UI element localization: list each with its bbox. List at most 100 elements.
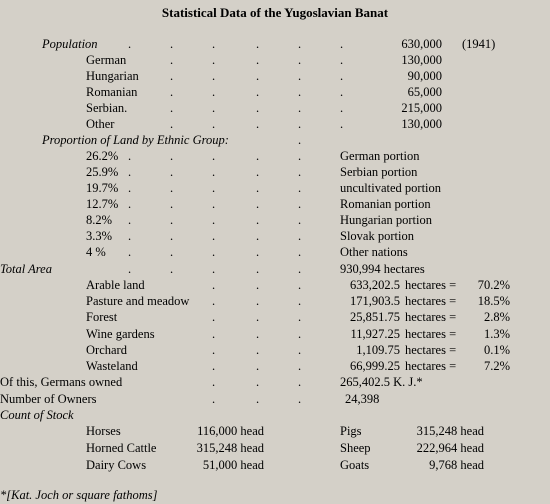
leader-dot: . bbox=[170, 117, 174, 131]
leader-dot: . bbox=[170, 229, 174, 243]
leader-dot: . bbox=[212, 310, 216, 325]
stock-animal-count: 315,248 head bbox=[416, 424, 484, 438]
leader-dot: . bbox=[298, 342, 302, 357]
leader-dot: . bbox=[128, 165, 132, 179]
leader-dot: . bbox=[256, 181, 260, 195]
population-group-name: German bbox=[86, 53, 127, 67]
leader-dot: . bbox=[212, 181, 216, 195]
leader-dot: . bbox=[170, 165, 174, 179]
germans-owned-label: Of this, Germans owned bbox=[0, 375, 123, 389]
land-portion-name: Serbian portion bbox=[340, 165, 418, 179]
leader-dot: . bbox=[298, 359, 302, 373]
area-type-name: Pasture and meadow bbox=[86, 294, 190, 309]
leader-dot: . bbox=[256, 53, 260, 67]
area-hectares: 633,202.5 bbox=[350, 278, 400, 292]
area-hectares: 66,999.25 bbox=[350, 359, 400, 373]
leader-dot: . bbox=[170, 69, 174, 83]
footnote: *[Kat. Joch or square fathoms] bbox=[0, 488, 158, 502]
leader-dot: . bbox=[298, 85, 302, 99]
leader-dot: . bbox=[212, 342, 216, 357]
area-hectares: 25,851.75 bbox=[350, 310, 400, 325]
population-group-name: Other bbox=[86, 117, 115, 131]
leader-dot: . bbox=[212, 326, 216, 341]
leader-dot: . bbox=[298, 133, 302, 147]
leader-dot: . bbox=[298, 229, 302, 243]
land-portion-name: Slovak portion bbox=[340, 229, 414, 243]
leader-dot: . bbox=[212, 262, 216, 276]
leader-dot: . bbox=[212, 359, 216, 373]
area-percent: 2.8% bbox=[483, 310, 510, 325]
leader-dot: . bbox=[298, 375, 302, 389]
leader-dot: . bbox=[256, 101, 260, 115]
leader-dot: . bbox=[298, 181, 302, 195]
leader-dot: . bbox=[298, 326, 302, 341]
population-group-value: 215,000 bbox=[401, 101, 442, 115]
leader-dot: . bbox=[170, 53, 174, 67]
land-portion-name: Romanian portion bbox=[340, 197, 431, 211]
area-unit: hectares = bbox=[405, 310, 457, 325]
leader-dot: . bbox=[128, 229, 132, 243]
leader-dot: . bbox=[170, 245, 174, 259]
leader-dot: . bbox=[128, 37, 132, 51]
leader-dot: . bbox=[212, 37, 216, 51]
leader-dot: . bbox=[340, 69, 344, 83]
leader-dot: . bbox=[298, 37, 302, 51]
leader-dot: . bbox=[298, 278, 302, 292]
stock-animal-name: Sheep bbox=[340, 441, 371, 455]
population-group-value: 90,000 bbox=[407, 69, 442, 83]
leader-dot: . bbox=[212, 245, 216, 259]
leader-dot: . bbox=[212, 229, 216, 243]
leader-dot: . bbox=[256, 197, 260, 211]
population-group-name: Hungarian bbox=[86, 69, 139, 83]
leader-dot: . bbox=[298, 165, 302, 179]
leader-dot: . bbox=[256, 294, 260, 309]
leader-dot: . bbox=[170, 197, 174, 211]
leader-dot: . bbox=[256, 375, 260, 389]
leader-dot: . bbox=[212, 278, 216, 292]
leader-dot: . bbox=[298, 197, 302, 211]
stock-animal-name: Dairy Cows bbox=[86, 458, 147, 472]
population-year: (1941) bbox=[462, 37, 496, 51]
leader-dot: . bbox=[212, 101, 216, 115]
area-percent: 1.3% bbox=[483, 326, 510, 341]
land-portion-name: Other nations bbox=[340, 245, 408, 259]
area-unit: hectares = bbox=[405, 342, 457, 357]
page-title: Statistical Data of the Yugoslavian Bana… bbox=[161, 5, 389, 20]
leader-dot: . bbox=[298, 69, 302, 83]
leader-dot: . bbox=[212, 117, 216, 131]
leader-dot: . bbox=[256, 149, 260, 163]
leader-dot: . bbox=[256, 229, 260, 243]
leader-dot: . bbox=[340, 101, 344, 115]
population-group-value: 130,000 bbox=[401, 117, 442, 131]
leader-dot: . bbox=[256, 359, 260, 373]
leader-dot: . bbox=[212, 197, 216, 211]
stock-animal-count: 9,768 head bbox=[429, 458, 484, 472]
leader-dot: . bbox=[256, 245, 260, 259]
land-percent: 3.3% bbox=[86, 229, 113, 243]
land-percent: 26.2% bbox=[86, 149, 119, 163]
leader-dot: . bbox=[340, 85, 344, 99]
leader-dot: . bbox=[340, 53, 344, 67]
leader-dot: . bbox=[298, 294, 302, 309]
land-percent: 8.2% bbox=[86, 213, 113, 227]
leader-dot: . bbox=[170, 213, 174, 227]
leader-dot: . bbox=[128, 181, 132, 195]
stock-animal-count: 315,248 head bbox=[196, 441, 264, 455]
stock-animal-name: Goats bbox=[340, 458, 370, 472]
leader-dot: . bbox=[298, 392, 302, 406]
leader-dot: . bbox=[128, 197, 132, 211]
area-percent: 70.2% bbox=[477, 278, 510, 292]
stock-label: Count of Stock bbox=[0, 408, 74, 422]
area-type-name: Wine gardens bbox=[86, 326, 155, 341]
land-portion-name: German portion bbox=[340, 149, 420, 163]
stock-animal-name: Horses bbox=[86, 424, 121, 438]
land-percent: 25.9% bbox=[86, 165, 119, 179]
leader-dot: . bbox=[128, 262, 132, 276]
leader-dot: . bbox=[298, 310, 302, 325]
leader-dot: . bbox=[212, 165, 216, 179]
total-area-value: 930,994 hectares bbox=[340, 262, 425, 276]
stock-animal-count: 116,000 head bbox=[197, 424, 264, 438]
area-unit: hectares = bbox=[405, 278, 457, 292]
germans-owned-value: 265,402.5 K. J.* bbox=[340, 375, 423, 389]
owners-value: 24,398 bbox=[345, 392, 380, 406]
